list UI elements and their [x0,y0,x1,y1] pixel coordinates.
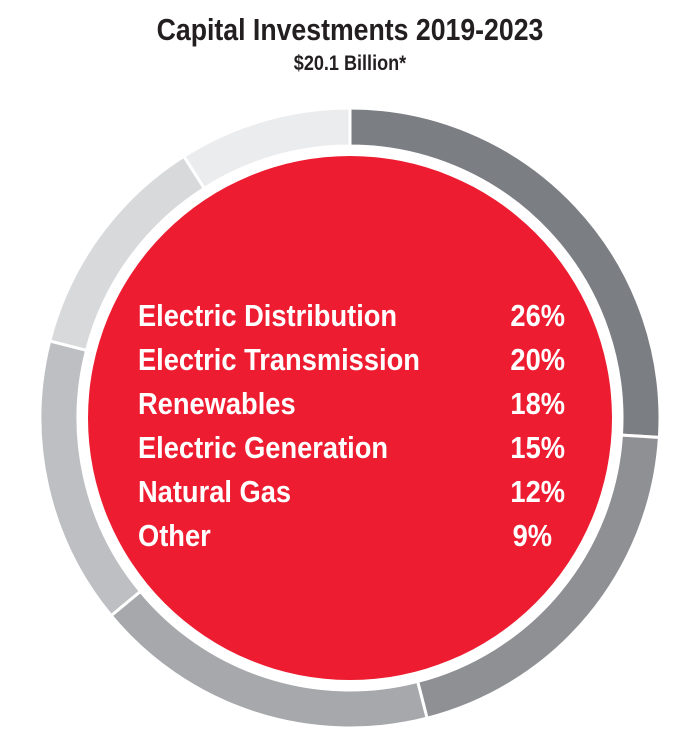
legend-label: Electric Generation [138,431,388,465]
legend-value: 26% [510,299,565,333]
chart-title: Capital Investments 2019-2023 [157,13,544,47]
chart-subtitle: $20.1 Billion* [294,52,407,76]
legend-value: 15% [510,431,565,465]
legend-label: Renewables [138,387,296,421]
center-circle [88,156,612,680]
legend-value: 12% [510,475,565,509]
legend-label: Natural Gas [138,475,291,509]
legend-label: Other [138,519,211,553]
legend-value: 18% [510,387,565,421]
legend-label: Electric Transmission [138,343,420,377]
legend-value: 20% [510,343,565,377]
ring-segment-other [181,106,352,191]
legend-value: 9% [513,519,552,553]
legend-label: Electric Distribution [138,299,397,333]
